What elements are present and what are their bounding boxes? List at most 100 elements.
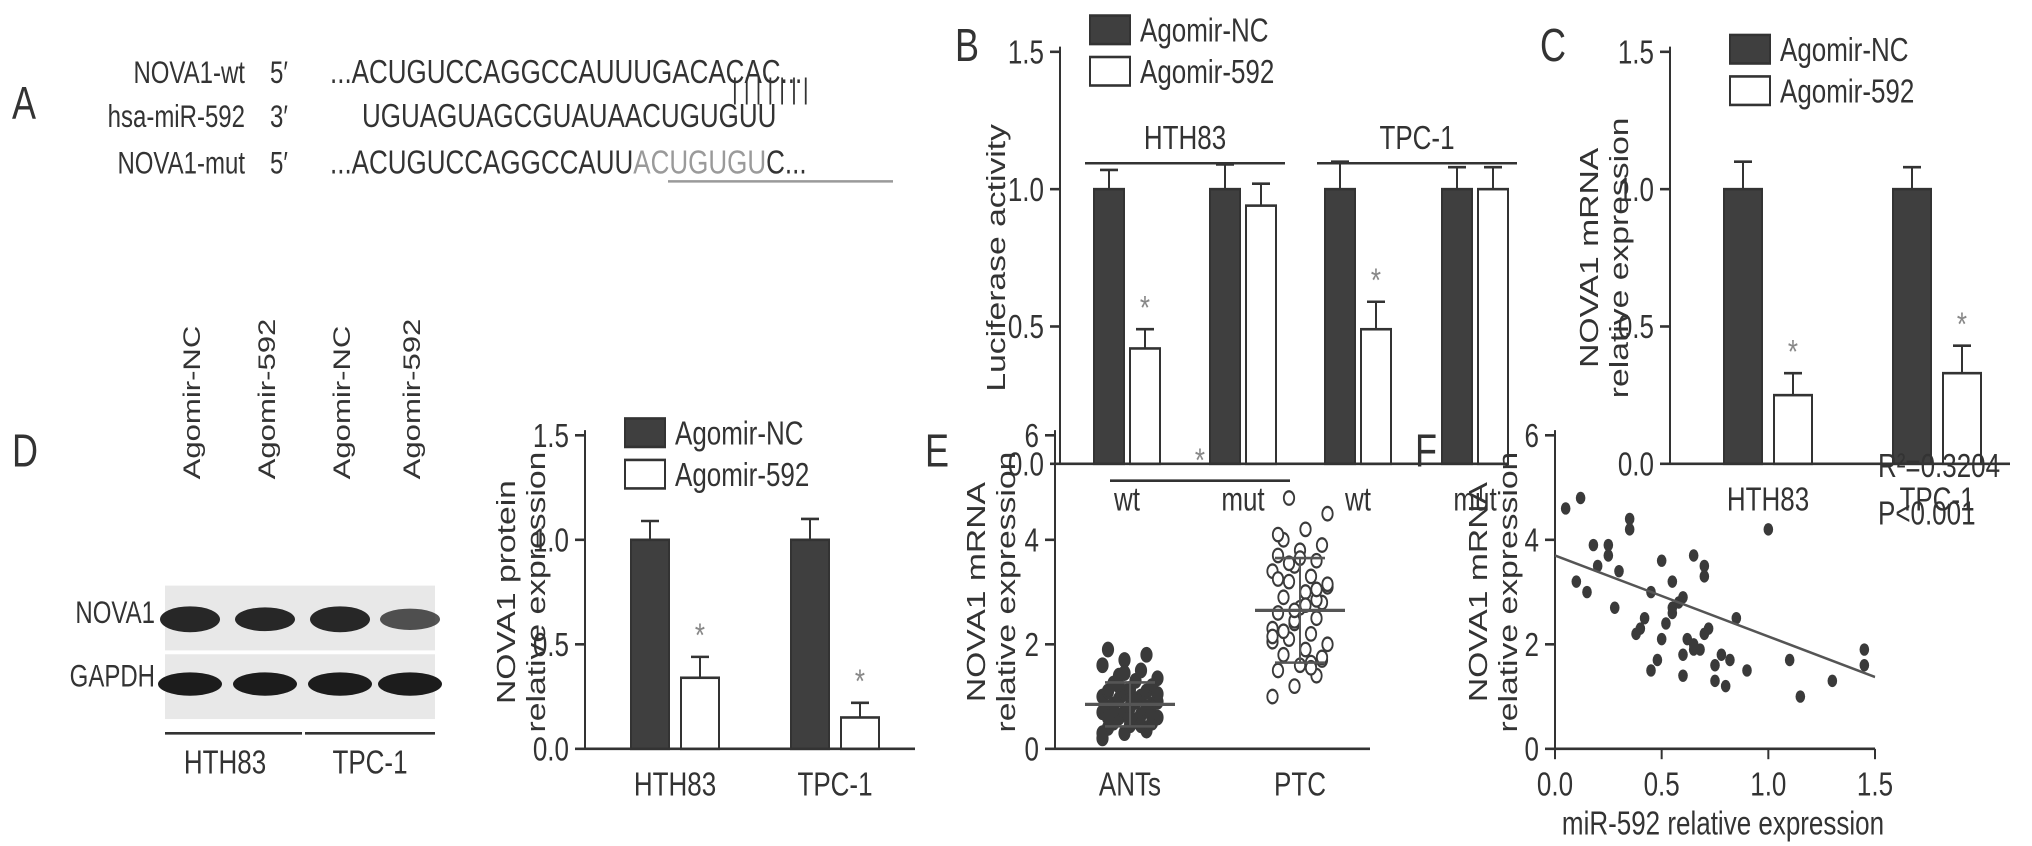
data-point [1592,559,1603,573]
panel-label-c: C [1540,18,1566,71]
data-point [1304,568,1318,585]
legend-label: Agomir-NC [675,415,804,452]
bar-agomir-592 [1773,393,1813,466]
bar-agomir-592 [680,676,720,751]
data-point [1271,662,1285,679]
sequence-mut-site: ACUGUGU [633,144,766,181]
x-tick-label: 1.5 [1857,766,1893,803]
y-tick-label: 0.5 [1008,309,1044,346]
data-point [1571,575,1582,588]
blot-group-label: TPC-1 [332,744,407,781]
data-point [1827,674,1838,688]
band-gapdh [158,672,222,696]
blot-group-label: HTH83 [184,744,266,781]
data-point [1710,659,1720,672]
y-axis-label-line: NOVA1 mRNA [1576,148,1605,368]
bar-agomir-nc [1723,187,1763,466]
bar-agomir-nc [790,538,830,751]
data-point [1282,490,1296,506]
data-point [1667,575,1678,588]
panel-label-e: E [925,424,949,477]
data-point [1588,538,1599,552]
data-point [1315,649,1329,666]
bar-chart-c: 0.0 0.5 1.0 1.5 NOVA1 mRNA relative expressio… [1576,32,2010,518]
bar-agomir-592 [1942,371,1982,466]
bar-agomir-nc [1441,187,1473,466]
data-point [1624,523,1635,536]
data-point [1271,547,1285,564]
data-point [1609,601,1620,614]
y-tick-label: 6 [1525,418,1539,455]
significance-asterisk: * [855,663,865,700]
significance-asterisk: * [1140,290,1150,327]
x-tick-label: TPC-1 [797,766,872,803]
panel-label-d: D [12,424,38,477]
x-tick-label: mut [1453,481,1497,518]
y-tick-label: 1.0 [533,522,569,559]
y-tick-label: 0.0 [533,731,569,768]
data-point [1784,653,1795,667]
data-point [1603,549,1614,562]
y-tick-label: 4 [1025,522,1039,559]
y-tick-label: 1.0 [1618,172,1654,209]
x-tick-label: HTH83 [634,766,716,803]
bar-agomir-nc [1892,187,1932,466]
y-axis-label-line: NOVA1 protein [493,480,522,704]
data-point [1101,709,1115,726]
panel-label-f: F [1415,424,1437,477]
data-point [1646,664,1656,677]
sequence-end-label: 5′ [270,55,288,90]
data-point [1304,625,1318,642]
data-point [1271,526,1285,543]
legend-label: Agomir-NC [1140,12,1269,49]
y-tick-label: 0.5 [533,627,569,664]
y-tick-label: 2 [1525,627,1539,664]
y-tick-label: 6 [1025,418,1039,455]
data-point [1763,523,1774,536]
y-axis-label-line: relative expression [1606,117,1635,398]
data-point [1688,638,1699,651]
data-point [1699,570,1710,583]
data-point [1310,581,1323,598]
data-point [1271,571,1285,587]
data-point [1859,659,1870,672]
band-gapdh [378,672,442,696]
sequence-mut: ...ACUGUCCAGGCCAUUACUGUGUC... [330,144,807,181]
sequence-end-label: 3′ [270,99,288,134]
x-tick-label: ANTs [1099,766,1161,803]
data-point [1299,584,1312,600]
x-tick-label: wt [1113,481,1140,518]
band-nova1 [160,606,220,633]
panel-label-a: A [12,77,36,130]
sequence-mirna: UGUAGUAGCGUAUAACUGUGUU [362,98,776,135]
data-point [1282,555,1296,572]
western-blot: Agomir-NC Agomir-592 Agomir-NC Agomir-592 NO… [70,319,442,781]
data-point [1134,662,1148,679]
sequence-name: NOVA1-wt [133,55,245,90]
y-tick-label: 2 [1025,627,1039,664]
lane-label: Agomir-592 [253,319,280,480]
data-point [1678,591,1688,604]
x-tick-label: 1.0 [1750,766,1786,803]
lane-label: Agomir-NC [178,326,205,480]
y-axis-label-line: relative expression [523,452,552,733]
data-point [1667,606,1678,620]
x-axis-label: miR-592 relative expression [1562,805,1884,842]
data-point [1310,610,1323,627]
data-point [1310,552,1323,569]
data-point [1118,652,1131,668]
y-axis-label: Luciferase activity [983,124,1012,392]
bar-agomir-nc [630,538,670,751]
sequence-mut-suffix: C... [766,144,806,181]
band-nova1 [380,608,440,630]
y-axis-label-line: NOVA1 mRNA [1465,482,1494,702]
y-tick-label: 1.0 [1008,172,1044,209]
band-nova1 [310,606,370,633]
regression-line [1554,554,1876,679]
y-axis-label-line: relative expression [993,452,1022,733]
data-point [1140,646,1153,663]
group-label: TPC-1 [1379,120,1454,157]
data-point [1742,664,1752,677]
data-point [1624,512,1635,526]
